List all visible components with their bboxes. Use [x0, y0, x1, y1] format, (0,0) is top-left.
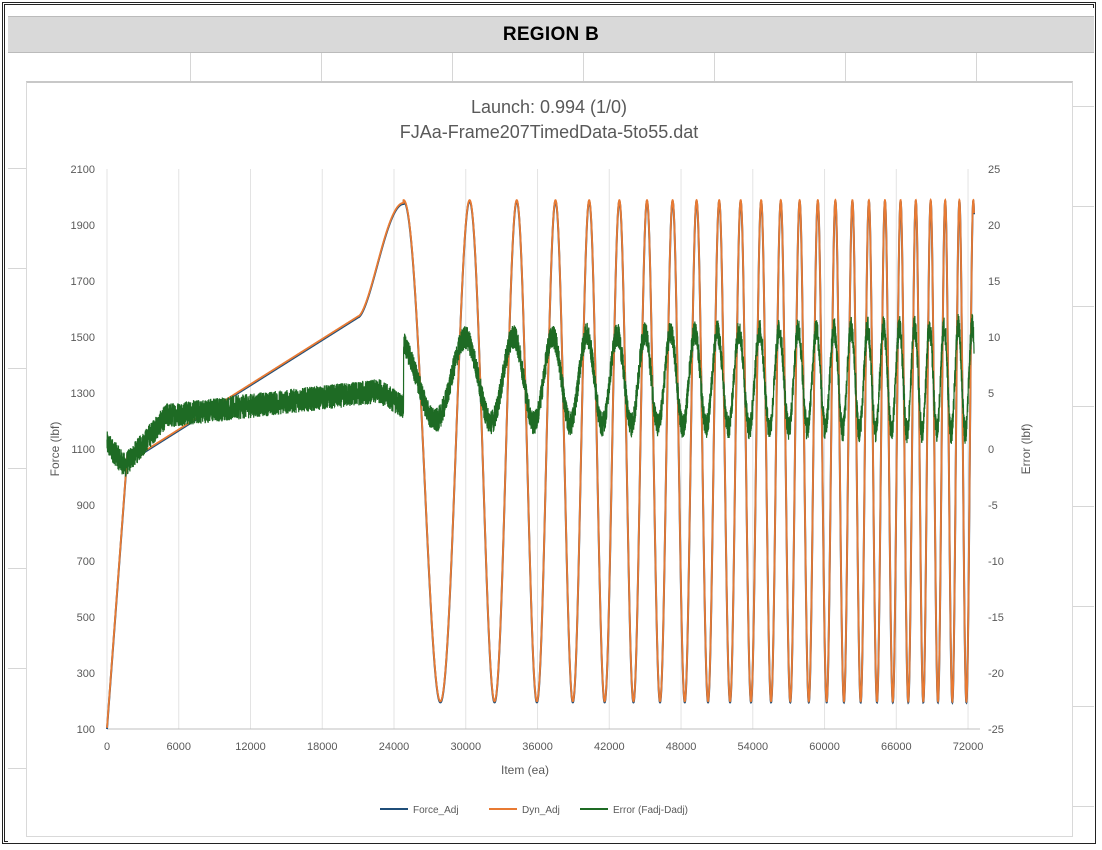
y2-tick-label: -15: [988, 612, 1004, 624]
cell-gridline: [8, 468, 26, 469]
x-tick-label: 0: [104, 741, 110, 753]
cell-gridline: [976, 53, 977, 81]
cell-gridline: [8, 668, 26, 669]
x-tick-label: 12000: [235, 741, 266, 753]
y2-tick-labels: -25 -20 -15 -10 -5 0 5 10 15 20 25: [988, 164, 1004, 736]
legend-item-error[interactable]: Error (Fadj-Dadj): [580, 805, 688, 816]
x-tick-label: 48000: [666, 741, 697, 753]
y-tick-label: 1100: [71, 444, 95, 456]
cell-gridline: [8, 268, 26, 269]
y2-tick-label: -20: [988, 668, 1004, 680]
cell-gridline: [8, 768, 26, 769]
cell-gridline: [321, 53, 322, 81]
cell-gridline: [8, 168, 26, 169]
y-tick-label: 100: [77, 724, 95, 736]
x-tick-label: 72000: [953, 741, 984, 753]
y-tick-label: 1700: [71, 276, 95, 288]
line-chart[interactable]: Launch: 0.994 (1/0) FJAa-Frame207TimedDa…: [27, 83, 1072, 836]
y-tick-label: 300: [77, 668, 95, 680]
chart-title: Launch: 0.994 (1/0): [471, 97, 627, 117]
x-tick-label: 36000: [522, 741, 553, 753]
x-tick-labels: 0 6000 12000 18000 24000 30000 36000 42000 48000…: [104, 741, 983, 753]
dyn-adj-line: [106, 197, 975, 728]
legend-item-dyn-adj[interactable]: Dyn_Adj: [489, 805, 560, 816]
y-tick-labels: 100 300 500 700 900 1100 1300 1500 1700 1900 2100: [71, 164, 95, 736]
cell-gridline: [1068, 606, 1094, 607]
cell-gridline: [1068, 206, 1094, 207]
y-tick-label: 700: [77, 556, 95, 568]
chart-container[interactable]: Launch: 0.994 (1/0) FJAa-Frame207TimedDa…: [26, 81, 1073, 837]
cell-gridline: [714, 53, 715, 81]
series-error[interactable]: [106, 313, 975, 477]
legend-label: Error (Fadj-Dadj): [613, 805, 688, 816]
cell-gridline: [190, 53, 191, 81]
y2-tick-label: -25: [988, 724, 1004, 736]
spreadsheet-area: REGION B Launch: 0.994 (1/0) FJAa-Frame2…: [8, 8, 1094, 842]
y-tick-label: 2100: [71, 164, 95, 176]
cell-gridline: [1068, 306, 1094, 307]
cell-gridline: [1068, 806, 1094, 807]
y2-tick-label: 15: [988, 276, 1000, 288]
cell-gridline: [1068, 706, 1094, 707]
cell-gridline: [1068, 406, 1094, 407]
region-title-cell[interactable]: REGION B: [8, 16, 1094, 53]
y2-tick-label: 0: [988, 444, 994, 456]
cell-gridline: [845, 53, 846, 81]
error-line: [106, 313, 975, 477]
y2-tick-label: 5: [988, 388, 994, 400]
cell-gridline: [1068, 106, 1094, 107]
x-tick-label: 54000: [737, 741, 768, 753]
y2-tick-label: -5: [988, 500, 998, 512]
legend-item-force-adj[interactable]: Force_Adj: [380, 805, 459, 816]
chart-subtitle: FJAa-Frame207TimedData-5to55.dat: [400, 122, 698, 142]
y2-tick-label: 25: [988, 164, 1000, 176]
y2-tick-label: -10: [988, 556, 1004, 568]
y2-axis-label: Error (lbf): [1019, 424, 1033, 475]
cell-gridline: [583, 53, 584, 81]
x-tick-label: 18000: [307, 741, 338, 753]
y-tick-label: 500: [77, 612, 95, 624]
y-tick-label: 1500: [71, 332, 95, 344]
legend-label: Force_Adj: [413, 805, 459, 816]
x-tick-label: 66000: [881, 741, 912, 753]
y-tick-label: 900: [77, 500, 95, 512]
x-tick-label: 60000: [809, 741, 840, 753]
x-tick-label: 24000: [379, 741, 410, 753]
cell-gridline: [452, 53, 453, 81]
y-tick-label: 1300: [71, 388, 95, 400]
y2-tick-label: 20: [988, 220, 1000, 232]
cell-gridline: [1068, 506, 1094, 507]
y-tick-label: 1900: [71, 220, 95, 232]
legend: Force_Adj Dyn_Adj Error (Fadj-Dadj): [380, 805, 688, 816]
y-axis-label: Force (lbf): [48, 422, 62, 477]
x-tick-label: 30000: [450, 741, 481, 753]
y2-tick-label: 10: [988, 332, 1000, 344]
x-tick-label: 6000: [167, 741, 191, 753]
cell-gridline: [8, 568, 26, 569]
series-dyn-adj[interactable]: [106, 197, 975, 728]
legend-label: Dyn_Adj: [522, 805, 560, 816]
x-tick-label: 42000: [594, 741, 625, 753]
cell-gridline: [8, 368, 26, 369]
x-axis-label: Item (ea): [501, 763, 549, 777]
